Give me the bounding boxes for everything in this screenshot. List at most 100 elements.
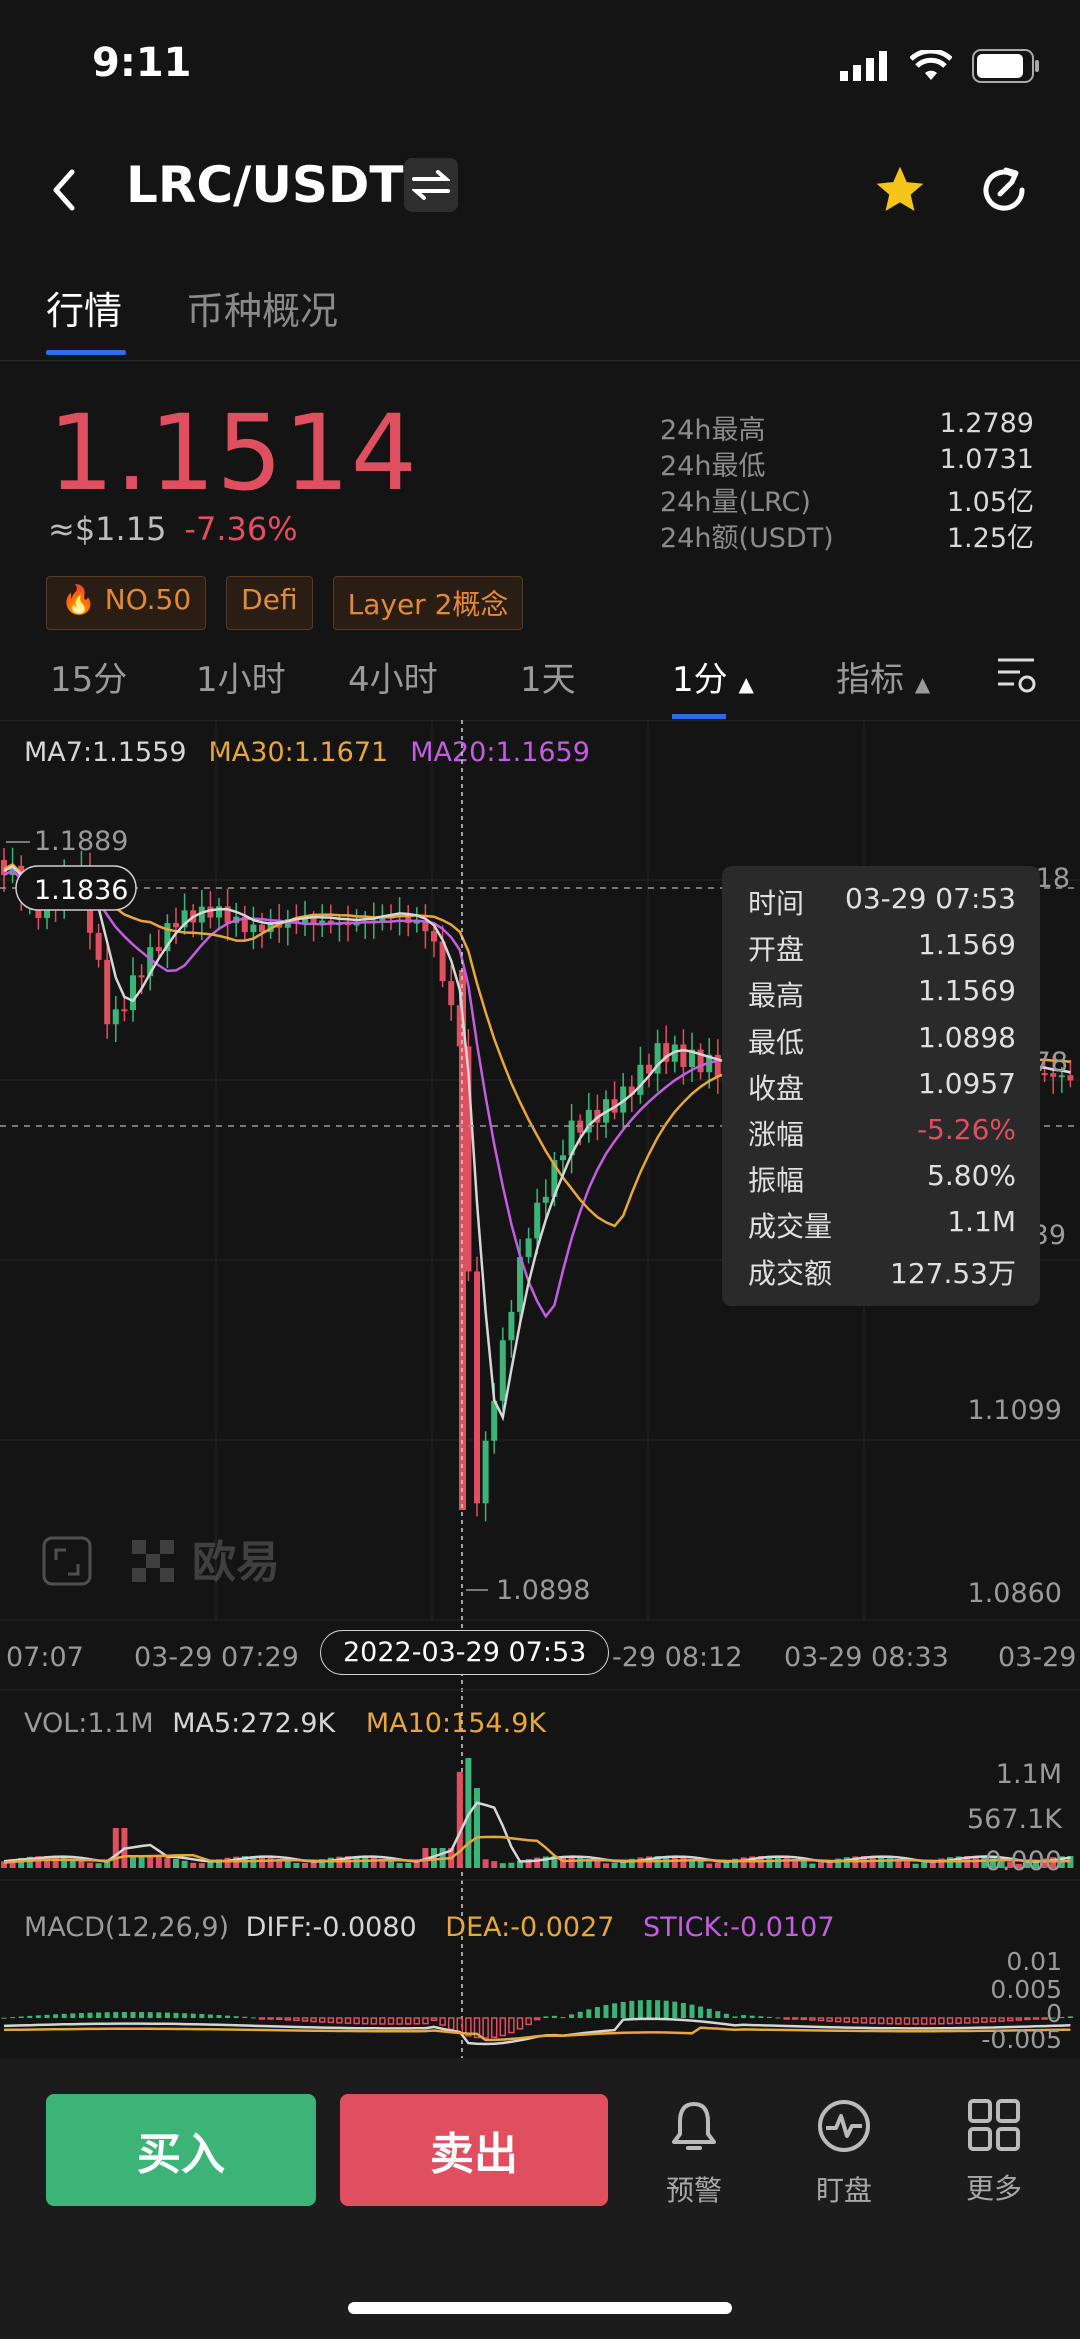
vol-value: VOL:1.1M <box>24 1708 154 1739</box>
price-change: -7.36% <box>184 510 298 548</box>
more-button[interactable]: 更多 <box>944 2098 1044 2207</box>
tooltip-value: 1.1M <box>947 1205 1016 1239</box>
swap-icon[interactable] <box>404 158 458 212</box>
tooltip-row: 成交量 1.1M <box>748 1205 1016 1245</box>
star-icon[interactable] <box>872 162 928 218</box>
macd-legend: MACD(12,26,9) DIFF:-0.0080 DEA:-0.0027 S… <box>24 1912 835 1943</box>
tooltip-row: 开盘 1.1569 <box>748 928 1016 968</box>
tag-layer2[interactable]: Layer 2概念 <box>332 576 524 630</box>
ma7-value: MA7:1.1559 <box>24 737 187 768</box>
tag-defi[interactable]: Defi <box>226 576 313 630</box>
stat-label: 24h额(USDT) <box>660 523 834 554</box>
ma-legend: MA7:1.1559 MA30:1.1671 MA20:1.1659 <box>24 737 590 768</box>
low-label: 1.0898 <box>496 1575 590 1606</box>
macd-title: MACD(12,26,9) <box>24 1912 230 1943</box>
tab-coin-overview[interactable]: 币种概况 <box>186 289 339 333</box>
status-icons <box>840 46 1040 86</box>
macd-diff: DIFF:-0.0080 <box>245 1912 417 1943</box>
interval-1m[interactable]: 1分 ▲ <box>672 660 754 700</box>
stat-value: 1.05亿 <box>946 487 1034 518</box>
macd-dea: DEA:-0.0027 <box>445 1912 615 1943</box>
tooltip-key: 开盘 <box>748 933 805 967</box>
stat-row: 24h最低 1.0731 <box>660 444 1034 482</box>
bottom-action-bar: 买入 卖出 预警 盯盘 更多 <box>0 2058 1080 2339</box>
refresh-icon[interactable] <box>976 162 1032 218</box>
macd-bars <box>1 2000 1073 2039</box>
high-label: 1.1889 <box>34 826 128 857</box>
stat-row: 24h量(LRC) 1.05亿 <box>660 480 1034 518</box>
tab-underline <box>46 350 126 355</box>
tooltip-value: -5.26% <box>916 1113 1016 1146</box>
tags: 🔥 NO.50 Defi Layer 2概念 <box>46 576 524 630</box>
time-tick: 03-29 08:33 <box>784 1642 949 1673</box>
stat-row: 24h最高 1.2789 <box>660 408 1034 446</box>
stat-row: 24h额(USDT) 1.25亿 <box>660 516 1034 554</box>
ma20-value: MA20:1.1659 <box>410 737 590 768</box>
home-indicator <box>348 2302 732 2314</box>
stat-label: 24h量(LRC) <box>660 487 811 518</box>
time-tick: -29 08:12 <box>612 1642 743 1673</box>
interval-1d[interactable]: 1天 <box>520 660 576 700</box>
tooltip-value: 5.80% <box>927 1159 1016 1193</box>
stat-value: 1.0731 <box>939 444 1034 475</box>
price-sub: ≈$1.15 -7.36% <box>48 510 298 548</box>
watch-button[interactable]: 盯盘 <box>794 2098 894 2209</box>
ma30-value: MA30:1.1671 <box>208 737 389 768</box>
top-tabs: 行情 币种概况 <box>0 270 1080 361</box>
axis-label: 1.1099 <box>968 1395 1062 1426</box>
stat-label: 24h最低 <box>660 451 766 482</box>
okx-logo-icon <box>132 1540 174 1582</box>
tooltip-key: 收盘 <box>748 1071 805 1105</box>
time-tick: 03-29 07:29 <box>134 1642 299 1673</box>
indicator-menu[interactable]: 指标 ▲ <box>836 660 931 700</box>
interval-1h[interactable]: 1小时 <box>196 660 286 700</box>
grid-icon <box>968 2099 1020 2151</box>
last-price: 1.1514 <box>48 392 418 514</box>
tooltip-row: 成交额 127.53万 <box>748 1252 1016 1292</box>
dropdown-triangle-icon: ▲ <box>914 672 931 696</box>
vol-axis: 1.1M <box>996 1759 1062 1790</box>
tooltip-value: 1.1569 <box>918 974 1016 1008</box>
stat-value: 1.2789 <box>939 408 1034 439</box>
macd-axis: 0 <box>1046 1999 1062 2028</box>
pair-title[interactable]: LRC/USDT <box>126 156 404 214</box>
time-tick: 03-29 <box>998 1642 1077 1673</box>
watermark: 欧易 <box>42 1536 280 1588</box>
volume-legend: VOL:1.1M MA5:272.9K MA10:154.9K <box>24 1708 546 1739</box>
alert-button[interactable]: 预警 <box>644 2098 744 2209</box>
tooltip-value: 03-29 07:53 <box>845 882 1016 915</box>
vol-ma5-line <box>3 1801 1071 1863</box>
interval-4h[interactable]: 4小时 <box>348 660 438 700</box>
tag-rank[interactable]: 🔥 NO.50 <box>46 576 207 630</box>
crosshair-time: 2022-03-29 07:53 <box>320 1630 610 1675</box>
tooltip-row: 振幅 5.80% <box>748 1159 1016 1199</box>
macd-axis: 0.005 <box>990 1975 1062 2004</box>
pulse-icon <box>818 2100 870 2152</box>
approx-usd: ≈$1.15 <box>48 510 167 548</box>
tab-market[interactable]: 行情 <box>46 289 123 333</box>
dropdown-triangle-icon: ▲ <box>738 672 754 696</box>
sell-button[interactable]: 卖出 <box>340 2094 608 2206</box>
tooltip-row: 收盘 1.0957 <box>748 1067 1016 1107</box>
vol-ma5: MA5:272.9K <box>172 1708 336 1739</box>
tooltip-row: 时间 03-29 07:53 <box>748 882 1016 922</box>
buy-button[interactable]: 买入 <box>46 2094 316 2206</box>
header: LRC/USDT <box>0 150 1080 230</box>
stat-label: 24h最高 <box>660 415 766 446</box>
axis-label: 1.0860 <box>968 1578 1062 1609</box>
dea-line <box>3 2026 1071 2042</box>
watermark-text: 欧易 <box>192 1537 280 1588</box>
interval-15m[interactable]: 15分 <box>50 660 128 700</box>
candle-tooltip: 时间 03-29 07:53 开盘 1.1569 最高 1.1569 最低 1.0898 收盘 1… <box>722 866 1040 1306</box>
vol-axis: 0.000 <box>985 1846 1062 1877</box>
chart-settings-icon[interactable] <box>996 654 1038 696</box>
tooltip-key: 成交额 <box>748 1256 833 1290</box>
signal-icon <box>840 51 887 81</box>
wifi-icon <box>910 50 952 80</box>
interval-underline <box>672 714 726 719</box>
stats-24h: 24h最高 1.2789 24h最低 1.0731 24h量(LRC) 1.05亿 2… <box>660 408 1034 554</box>
battery-icon <box>972 49 1039 83</box>
tooltip-value: 1.1569 <box>918 928 1016 962</box>
back-icon[interactable] <box>46 166 82 214</box>
tooltip-row: 最低 1.0898 <box>748 1021 1016 1061</box>
